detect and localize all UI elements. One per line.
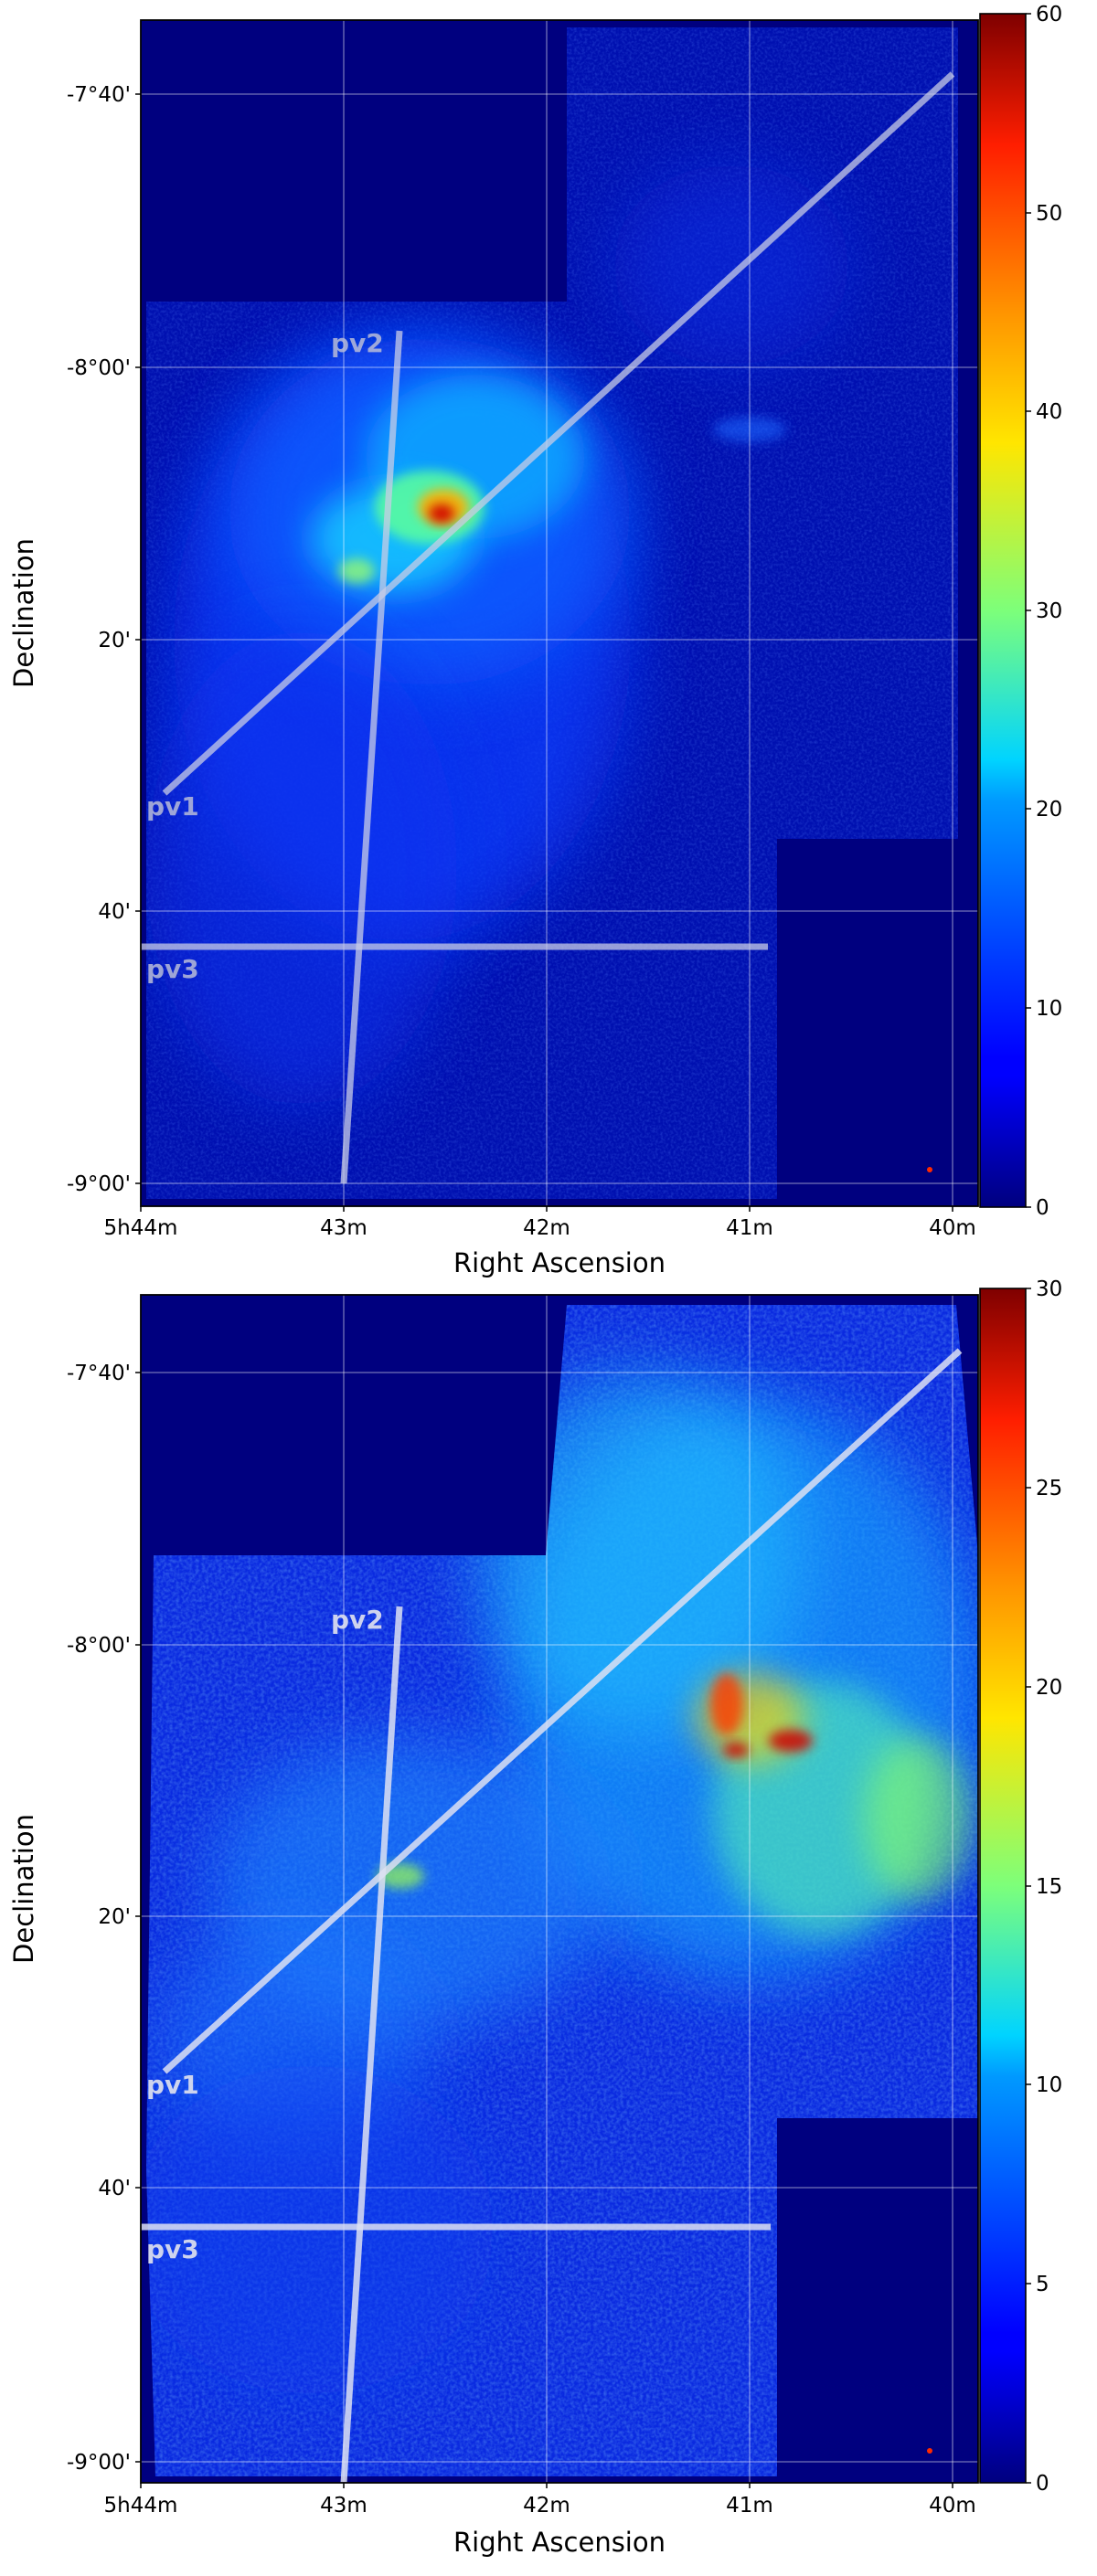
top-xtick-label: 40m bbox=[929, 1216, 976, 1240]
bottom-map-panel: pv1 pv2 pv3 -7°40' -8°00' 20' 40' -9°00'… bbox=[8, 1277, 1062, 2558]
bottom-xtick-label: 41m bbox=[726, 2494, 773, 2518]
pv1-cut-line bbox=[162, 71, 955, 796]
top-xaxis-title: Right Ascension bbox=[453, 1247, 666, 1278]
pv3-label: pv3 bbox=[146, 2234, 199, 2264]
pv2-label: pv2 bbox=[331, 1605, 384, 1635]
top-colorbar: 0 10 20 30 40 50 60 bbox=[979, 3, 1062, 1220]
top-ytick-label: 40' bbox=[98, 900, 131, 924]
bottom-colorbar-tick: 30 bbox=[1036, 1277, 1062, 1301]
pv1-cut-line bbox=[162, 1348, 963, 2074]
top-xtick-label: 5h44m bbox=[104, 1216, 178, 1240]
top-colorbar-tick: 0 bbox=[1036, 1196, 1049, 1220]
pv1-label: pv1 bbox=[146, 791, 199, 822]
bottom-plot-frame bbox=[140, 1294, 979, 2484]
top-ytick-label: -9°00' bbox=[67, 1172, 131, 1196]
bottom-colorbar-tick: 20 bbox=[1036, 1676, 1062, 1700]
bottom-colorbar-tick: 25 bbox=[1036, 1477, 1062, 1500]
top-ytick-label: -7°40' bbox=[67, 83, 131, 107]
pv3-label: pv3 bbox=[146, 954, 199, 984]
bottom-ytick-label: -7°40' bbox=[67, 1362, 131, 1385]
beam-marker bbox=[927, 2448, 932, 2454]
top-ytick-label: 20' bbox=[98, 629, 131, 652]
bottom-colorbar-tick: 0 bbox=[1036, 2472, 1049, 2496]
pv2-label: pv2 bbox=[331, 328, 384, 358]
bottom-xaxis-title: Right Ascension bbox=[453, 2527, 666, 2558]
top-map-panel: pv1 pv2 pv3 -7°40' -8°00' 20' 40' -9°00'… bbox=[8, 3, 1062, 1278]
bottom-colorbar: 0 5 10 15 20 25 30 bbox=[979, 1277, 1062, 2496]
top-colorbar-tick: 20 bbox=[1036, 798, 1062, 822]
bottom-xtick-label: 43m bbox=[320, 2494, 367, 2518]
bottom-ytick-label: -9°00' bbox=[67, 2451, 131, 2475]
top-colorbar-tick: 40 bbox=[1036, 400, 1062, 424]
top-xtick-label: 43m bbox=[320, 1216, 367, 1240]
top-yaxis-title: Declination bbox=[8, 538, 39, 688]
pv2-cut-line bbox=[340, 1606, 403, 2484]
bottom-xtick-label: 40m bbox=[929, 2494, 976, 2518]
bottom-colorbar-tick: 10 bbox=[1036, 2073, 1062, 2097]
top-xtick-label: 42m bbox=[523, 1216, 570, 1240]
bottom-colorbar-tick: 15 bbox=[1036, 1875, 1062, 1899]
pv2-cut-line bbox=[340, 330, 403, 1184]
top-colorbar-tick: 50 bbox=[1036, 202, 1062, 226]
top-plot-frame bbox=[140, 19, 979, 1207]
beam-marker bbox=[927, 1167, 932, 1172]
bottom-ytick-label: 20' bbox=[98, 1905, 131, 1929]
pv1-label: pv1 bbox=[146, 2070, 199, 2100]
top-ytick-label: -8°00' bbox=[67, 356, 131, 380]
bottom-ytick-label: 40' bbox=[98, 2177, 131, 2200]
top-xtick-label: 41m bbox=[726, 1216, 773, 1240]
bottom-ytick-label: -8°00' bbox=[67, 1634, 131, 1658]
top-colorbar-tick: 10 bbox=[1036, 997, 1062, 1021]
top-map-emission bbox=[146, 27, 958, 1199]
bottom-xtick-label: 42m bbox=[523, 2494, 570, 2518]
bottom-yaxis-title: Declination bbox=[8, 1814, 39, 1964]
bottom-xtick-label: 5h44m bbox=[104, 2494, 178, 2518]
bottom-pv-cut-lines bbox=[141, 1348, 963, 2484]
top-colorbar-tick: 30 bbox=[1036, 599, 1062, 623]
top-pv-cut-lines bbox=[141, 71, 955, 1184]
bottom-colorbar-tick: 5 bbox=[1036, 2273, 1049, 2296]
top-colorbar-tick: 60 bbox=[1036, 3, 1062, 27]
